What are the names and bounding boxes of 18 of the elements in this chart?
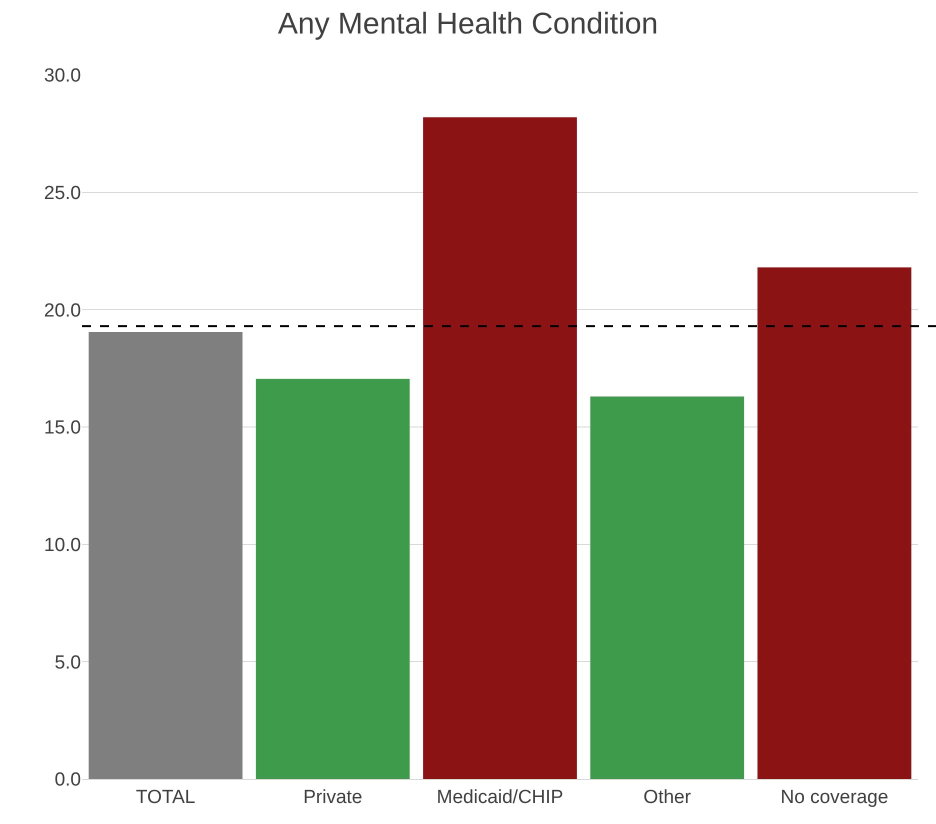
chart-title: Any Mental Health Condition xyxy=(278,7,658,40)
bar xyxy=(590,396,744,779)
x-tick-label: Private xyxy=(303,786,362,808)
y-tick-label: 15.0 xyxy=(44,418,81,439)
y-tick-label: 0.0 xyxy=(54,770,81,791)
y-tick-label: 20.0 xyxy=(44,300,81,322)
x-tick-label: Medicaid/CHIP xyxy=(436,786,564,808)
bar xyxy=(423,117,577,779)
x-tick-label: TOTAL xyxy=(136,786,196,808)
bar xyxy=(88,332,243,779)
y-tick-label: 10.0 xyxy=(44,534,81,556)
bar xyxy=(757,267,912,779)
x-tick-label: Other xyxy=(643,786,692,808)
y-tick-label: 30.0 xyxy=(44,66,81,87)
bar xyxy=(256,378,410,779)
x-tick-label: No coverage xyxy=(780,786,888,808)
y-tick-label: 5.0 xyxy=(54,652,81,674)
y-tick-label: 25.0 xyxy=(44,182,81,204)
